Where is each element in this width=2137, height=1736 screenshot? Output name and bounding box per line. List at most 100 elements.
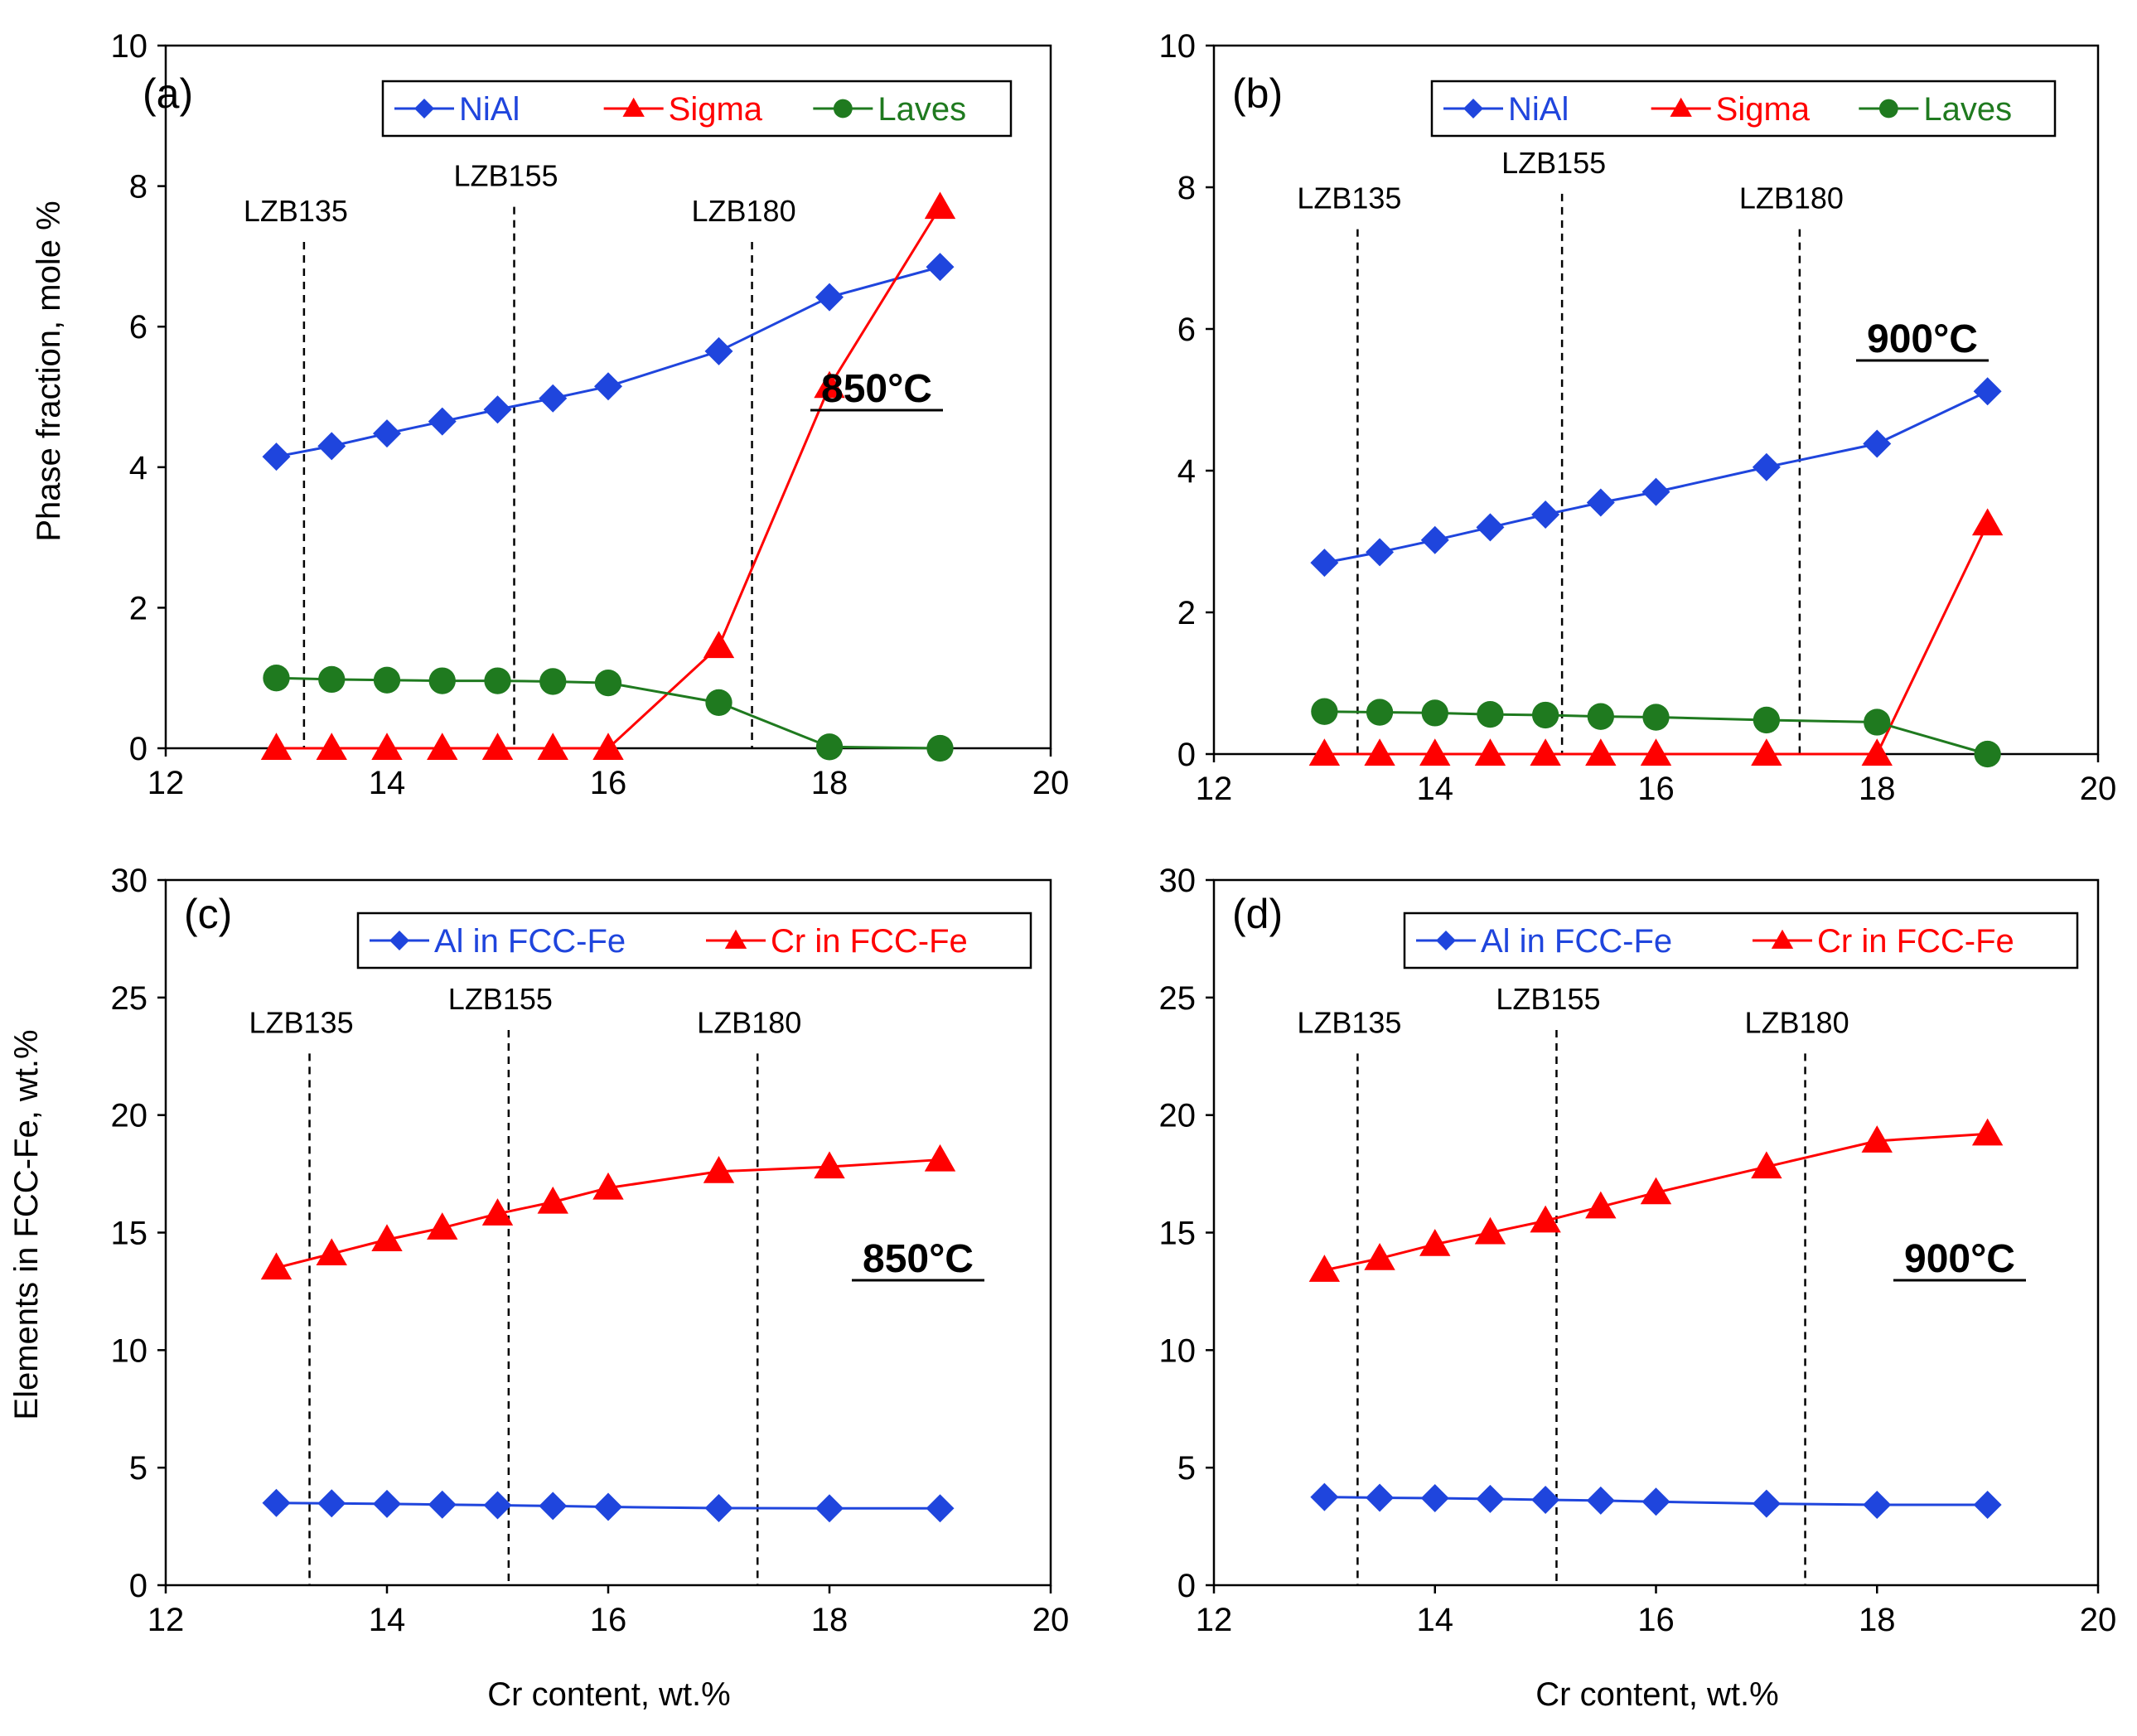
alloy-label: LZB155 (453, 159, 558, 193)
y-tick-label: 15 (1159, 1216, 1197, 1252)
data-point-laves (1587, 703, 1614, 730)
data-point-nial (428, 407, 457, 436)
data-point-cr-in-fcc-fe (1308, 1255, 1341, 1282)
data-point-sigma (1530, 738, 1561, 766)
data-point-cr-in-fcc-fe (703, 1156, 735, 1183)
data-point-sigma (924, 191, 956, 220)
alloy-label: LZB155 (1501, 146, 1606, 180)
data-point-laves (1477, 700, 1504, 728)
data-point-laves (1642, 704, 1670, 731)
data-point-sigma (1971, 508, 2004, 536)
data-point-nial (483, 395, 512, 424)
data-point-al-in-fcc-fe (1586, 1486, 1615, 1515)
alloy-label: LZB180 (1745, 1005, 1849, 1039)
data-point-cr-in-fcc-fe (1364, 1243, 1395, 1270)
data-point-cr-in-fcc-fe (1971, 1118, 2004, 1146)
data-point-laves (815, 733, 844, 761)
data-point-cr-in-fcc-fe (481, 1198, 514, 1226)
chart-panel-0: 0 2 4 6 8 10 12 14 16 18 20 LZB135 LZB155 LZB180 NiAl S… (111, 28, 1070, 801)
data-point-al-in-fcc-fe (1973, 1490, 2002, 1519)
chart-panel-1: 0 2 4 6 8 10 12 14 16 18 20 LZB135 LZB155 LZB180 NiAl S… (1159, 28, 2117, 807)
data-point-sigma (1419, 738, 1451, 766)
temperature-label: 850°C (863, 1237, 974, 1281)
y-axis-label-bottom: Elements in FCC-Fe, wt.% (8, 1029, 45, 1419)
data-point-al-in-fcc-fe (1863, 1490, 1892, 1519)
data-point-nial (1310, 549, 1339, 578)
data-point-cr-in-fcc-fe (924, 1144, 956, 1172)
y-tick-label: 20 (1159, 1098, 1197, 1134)
data-point-nial (1973, 377, 2002, 406)
legend-label: Laves (878, 91, 966, 128)
x-tick-label: 16 (1637, 771, 1675, 807)
data-point-nial (317, 432, 346, 461)
data-point-al-in-fcc-fe (594, 1492, 622, 1521)
x-tick-label: 12 (1196, 1602, 1233, 1638)
series-line-cr-in-fcc-fe (276, 1158, 940, 1269)
data-point-laves (484, 667, 511, 694)
data-point-sigma (1861, 738, 1893, 766)
x-tick-label: 18 (811, 1602, 849, 1638)
data-point-nial (539, 384, 568, 413)
data-point-nial (594, 372, 622, 401)
series-line-sigma (276, 206, 941, 750)
data-point-laves (263, 665, 290, 692)
x-tick-label: 16 (590, 765, 627, 801)
legend-marker (414, 99, 434, 118)
data-point-sigma (260, 733, 293, 761)
series-line-laves (1324, 710, 1989, 756)
legend-label: Laves (1923, 91, 2012, 128)
x-tick-label: 16 (1637, 1602, 1675, 1638)
data-point-sigma (371, 733, 403, 761)
data-point-sigma (703, 631, 735, 659)
data-point-al-in-fcc-fe (1366, 1483, 1395, 1512)
y-tick-label: 2 (129, 590, 147, 626)
y-tick-label: 0 (1177, 737, 1196, 773)
x-tick-label: 18 (1859, 1602, 1896, 1638)
data-point-sigma (1364, 738, 1395, 766)
series-line-sigma (1324, 523, 1989, 756)
data-point-laves (1753, 706, 1781, 734)
series-line-laves (276, 676, 940, 750)
y-tick-label: 8 (129, 169, 147, 206)
data-point-laves (926, 734, 954, 762)
data-point-cr-in-fcc-fe (537, 1186, 568, 1214)
data-point-cr-in-fcc-fe (814, 1151, 845, 1179)
data-point-sigma (1585, 738, 1617, 766)
data-point-cr-in-fcc-fe (316, 1238, 347, 1266)
x-tick-label: 18 (1859, 771, 1896, 807)
data-point-nial (1531, 500, 1560, 530)
alloy-label: LZB135 (1297, 181, 1401, 215)
data-point-al-in-fcc-fe (1641, 1487, 1670, 1516)
data-point-sigma (814, 370, 845, 399)
data-point-nial (1863, 429, 1892, 458)
y-tick-label: 30 (111, 863, 148, 899)
data-point-al-in-fcc-fe (926, 1494, 955, 1523)
y-tick-label: 10 (1159, 28, 1197, 65)
legend-marker (1670, 97, 1692, 117)
data-point-cr-in-fcc-fe (427, 1212, 458, 1240)
y-tick-label: 6 (129, 309, 147, 346)
data-point-nial (815, 283, 844, 312)
data-point-cr-in-fcc-fe (371, 1224, 403, 1252)
alloy-label: LZB180 (692, 194, 796, 228)
data-point-cr-in-fcc-fe (1861, 1125, 1893, 1153)
data-point-al-in-fcc-fe (704, 1493, 733, 1522)
legend-label: Cr in FCC-Fe (771, 923, 968, 960)
data-point-nial (1752, 452, 1781, 481)
data-point-al-in-fcc-fe (262, 1488, 291, 1517)
legend-marker (622, 97, 645, 117)
x-tick-label: 14 (369, 765, 406, 801)
panel-label: (b) (1232, 70, 1283, 117)
data-point-al-in-fcc-fe (1310, 1482, 1339, 1511)
legend-label: Sigma (1716, 91, 1811, 128)
legend-box (1430, 80, 2057, 138)
x-tick-label: 20 (1032, 1602, 1070, 1638)
legend-box (381, 80, 1013, 138)
data-point-cr-in-fcc-fe (1419, 1228, 1451, 1256)
y-tick-label: 2 (1177, 595, 1196, 631)
data-point-al-in-fcc-fe (428, 1490, 457, 1519)
data-point-sigma (537, 733, 568, 761)
legend-marker (1463, 99, 1483, 118)
data-point-laves (1421, 699, 1448, 727)
